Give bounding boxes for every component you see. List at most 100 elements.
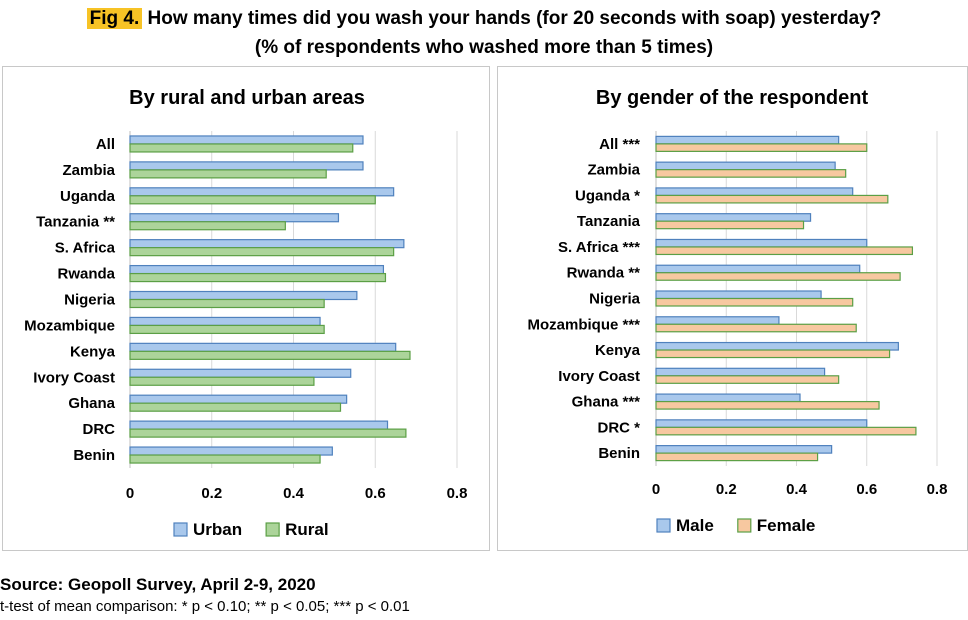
chart-title: By gender of the respondent xyxy=(596,87,869,109)
legend-label-male: Male xyxy=(676,516,714,535)
bar-male-uganda xyxy=(655,187,854,197)
category-label-kenya: Kenya xyxy=(595,342,641,359)
category-label-ivory-coast: Ivory Coast xyxy=(33,369,115,386)
bar-male-ivory-coast xyxy=(655,367,826,377)
x-tick-label: 0.6 xyxy=(856,481,877,498)
x-tick-label: 0 xyxy=(652,481,660,498)
category-label-zambia: Zambia xyxy=(62,162,115,179)
x-tick-label: 0.4 xyxy=(283,485,305,502)
bar-urban-nigeria xyxy=(129,290,358,301)
category-label-drc: DRC xyxy=(83,421,116,438)
source-block: Source: Geopoll Survey, April 2-9, 2020 … xyxy=(0,574,410,618)
bar-male-mozambique xyxy=(655,316,780,325)
figure-title: Fig 4. How many times did you wash your … xyxy=(0,4,968,62)
bar-female-s-africa xyxy=(655,246,914,256)
bar-rural-benin xyxy=(129,454,321,464)
legend-label-urban: Urban xyxy=(193,520,242,539)
bar-urban-uganda xyxy=(129,187,395,197)
category-label-ivory-coast: Ivory Coast xyxy=(558,368,640,385)
bar-urban-mozambique xyxy=(129,316,321,327)
bar-rural-zambia xyxy=(129,169,327,179)
legend-swatch-female xyxy=(737,518,752,533)
legend-label-rural: Rural xyxy=(285,520,328,539)
bar-urban-zambia xyxy=(129,161,364,171)
x-tick-label: 0.8 xyxy=(927,481,948,498)
bar-urban-drc xyxy=(129,420,389,430)
bar-male-zambia xyxy=(655,161,836,171)
bar-female-tanzania xyxy=(655,220,805,230)
bar-female-mozambique xyxy=(655,323,857,333)
bar-urban-ivory-coast xyxy=(129,368,352,378)
category-label-s-africa: S. Africa xyxy=(55,240,116,257)
bar-female-kenya xyxy=(655,349,891,359)
x-tick-label: 0.6 xyxy=(365,485,386,502)
bar-male-rwanda xyxy=(655,264,861,274)
category-label-all: All *** xyxy=(599,136,640,153)
x-tick-label: 0.4 xyxy=(786,481,808,498)
bar-male-drc xyxy=(655,419,868,428)
bar-rural-kenya xyxy=(129,350,411,360)
bar-urban-kenya xyxy=(129,342,397,352)
bar-urban-rwanda xyxy=(129,264,385,275)
bar-female-ghana xyxy=(655,400,880,410)
bar-female-zambia xyxy=(655,169,847,178)
bar-rural-all xyxy=(129,143,354,153)
legend-swatch-rural xyxy=(265,522,280,537)
bar-rural-tanzania xyxy=(129,221,286,231)
bar-male-ghana xyxy=(655,393,801,403)
category-label-uganda: Uganda xyxy=(60,188,116,205)
chart-gender: By gender of the respondent 0 0.2 0.4 0.6 0.8… xyxy=(527,87,948,535)
bar-rural-ghana xyxy=(129,402,342,412)
bar-urban-tanzania xyxy=(129,213,340,223)
x-tick-label: 0.8 xyxy=(447,485,468,502)
x-tick-label: 0 xyxy=(126,485,134,502)
bar-urban-ghana xyxy=(129,394,348,404)
bar-rural-s-africa xyxy=(129,247,395,257)
category-label-drc: DRC * xyxy=(597,419,640,436)
bar-rural-uganda xyxy=(129,195,376,205)
bar-female-drc xyxy=(655,426,917,436)
legend-label-female: Female xyxy=(757,516,816,535)
category-label-mozambique: Mozambique xyxy=(24,317,115,334)
bar-urban-s-africa xyxy=(129,239,405,249)
title-text: How many times did you wash your hands (… xyxy=(147,8,882,29)
x-tick-label: 0.2 xyxy=(201,485,222,502)
category-label-ghana: Ghana xyxy=(68,395,115,412)
category-label-benin: Benin xyxy=(73,447,115,464)
bar-rural-nigeria xyxy=(129,298,325,309)
category-label-rwanda: Rwanda ** xyxy=(567,265,641,282)
category-label-mozambique: Mozambique *** xyxy=(527,316,640,333)
category-label-tanzania: Tanzania xyxy=(577,213,641,230)
bar-male-s-africa xyxy=(655,238,868,248)
chart-title: By rural and urban areas xyxy=(129,87,365,109)
fig-label: Fig 4. xyxy=(86,8,143,29)
bar-female-ivory-coast xyxy=(655,375,840,384)
bar-rural-ivory-coast xyxy=(129,376,315,386)
bar-male-all xyxy=(655,135,840,145)
bar-urban-all xyxy=(129,135,364,145)
bar-male-nigeria xyxy=(655,290,822,300)
category-label-nigeria: Nigeria xyxy=(64,292,116,309)
category-label-all: All xyxy=(96,136,115,153)
legend-swatch-urban xyxy=(173,522,188,537)
category-label-s-africa: S. Africa *** xyxy=(558,239,640,256)
bar-male-kenya xyxy=(655,341,899,351)
bar-female-all xyxy=(655,143,868,152)
bar-female-rwanda xyxy=(655,272,901,281)
source-text: Source: Geopoll Survey, April 2-9, 2020 xyxy=(0,575,316,594)
chart-panel-gender: By gender of the respondent 0 0.2 0.4 0.6 0.8… xyxy=(497,66,968,551)
chart-rural-urban: By rural and urban areas 0 0.2 0.4 0.6 0.8 All… xyxy=(24,87,468,539)
bar-female-benin xyxy=(655,452,819,462)
category-label-kenya: Kenya xyxy=(70,343,116,360)
chart-panel-rural-urban: By rural and urban areas 0 0.2 0.4 0.6 0.8 All… xyxy=(2,66,490,551)
category-label-uganda: Uganda * xyxy=(575,187,640,204)
category-label-nigeria: Nigeria xyxy=(589,291,641,308)
bar-female-nigeria xyxy=(655,297,854,307)
bar-rural-mozambique xyxy=(129,324,325,335)
title-line-2: (% of respondents who washed more than 5… xyxy=(254,37,714,58)
bar-urban-benin xyxy=(129,446,333,456)
significance-note: t-test of mean comparison: * p < 0.10; *… xyxy=(0,598,410,615)
category-label-ghana: Ghana *** xyxy=(572,394,641,411)
x-tick-label: 0.2 xyxy=(716,481,737,498)
bar-female-uganda xyxy=(655,194,889,204)
